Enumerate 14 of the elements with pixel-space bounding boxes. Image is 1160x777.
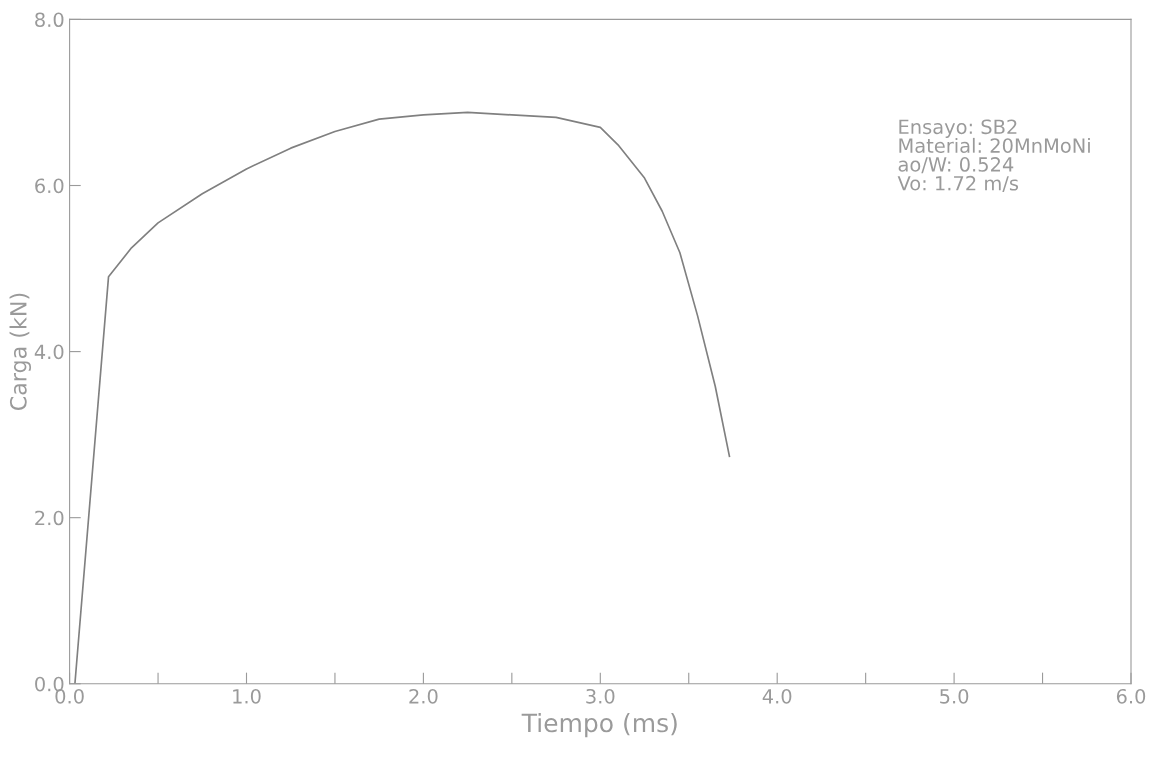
y-tick-label: 8.0 xyxy=(35,12,64,28)
x-tick-label: 4.0 xyxy=(762,688,792,704)
y-tick-label: 4.0 xyxy=(34,344,64,360)
y-tick-label: 6.0 xyxy=(35,178,64,194)
x-tick-label: 3.0 xyxy=(586,688,615,704)
x-tick-label: 2.0 xyxy=(409,688,438,704)
x-tick-label: 6.0 xyxy=(1116,688,1146,704)
annotation: Ensayo: SB2 Material: 20MnMoNi ao/W: 0.524 Vo: 1.72 m/s xyxy=(897,119,1090,193)
y-tick-label: 2.0 xyxy=(35,510,64,526)
x-tick-label: 1.0 xyxy=(233,688,261,704)
x-tick-label: 5.0 xyxy=(940,688,969,704)
y-axis-title: Carga (kN) xyxy=(9,293,32,411)
x-axis-title: Tiempo (ms) xyxy=(521,713,677,738)
line-series xyxy=(74,111,731,684)
